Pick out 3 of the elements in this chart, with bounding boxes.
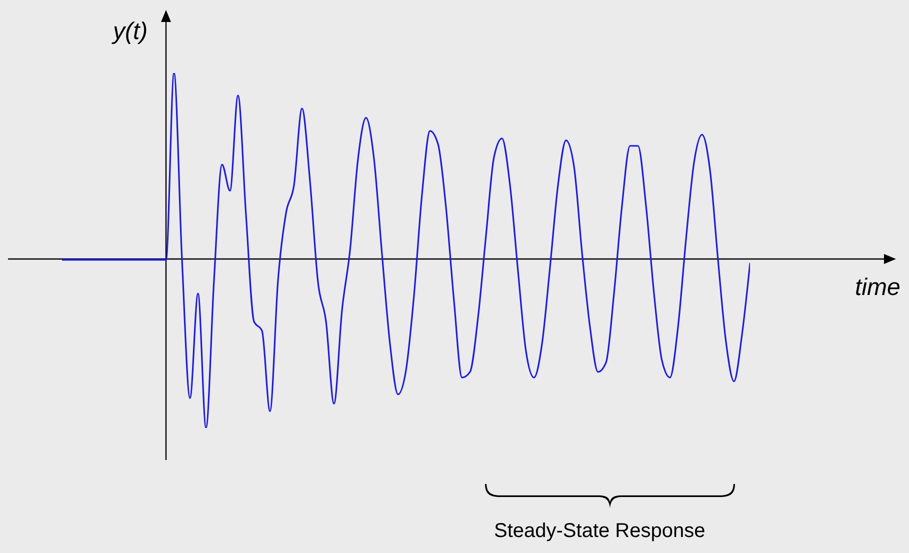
x-axis-title: time bbox=[855, 274, 900, 302]
y-axis-title: y(t) bbox=[113, 18, 148, 46]
text: Steady-State Response bbox=[494, 520, 706, 543]
